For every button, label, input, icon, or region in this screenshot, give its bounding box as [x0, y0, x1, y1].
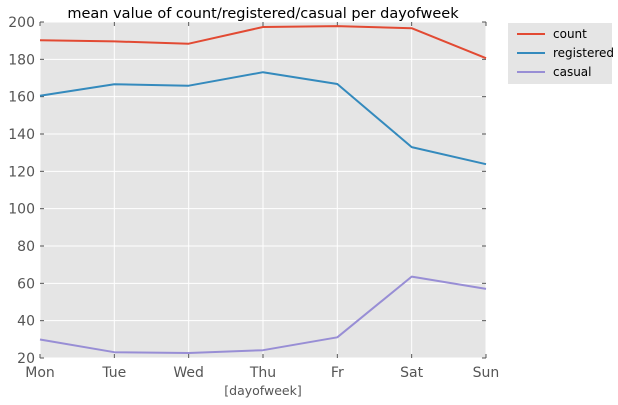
legend-label: casual: [553, 65, 592, 79]
y-tick-label: 200: [8, 15, 35, 31]
y-tick-label: 120: [8, 164, 35, 180]
y-tick-label: 160: [8, 90, 35, 106]
x-tick-label: Sat: [400, 365, 423, 381]
axis-ticks: [39, 21, 487, 359]
legend-label: registered: [553, 46, 614, 60]
series-line-count: [39, 25, 487, 60]
series-lines: [39, 25, 487, 354]
y-axis-tick-labels: 20 40 60 80 100 120 140 160 180 200: [8, 15, 35, 367]
y-tick-label: 100: [8, 202, 35, 218]
x-axis-tick-labels: Mon Tue Wed Thu Fr Sat Sun: [25, 365, 499, 381]
y-tick-label: 40: [17, 314, 35, 330]
x-tick-label: Wed: [173, 365, 204, 381]
chart-title: mean value of count/registered/casual pe…: [67, 6, 459, 22]
legend: count registered casual: [508, 23, 614, 84]
y-tick-label: 80: [17, 239, 35, 255]
y-tick-label: 60: [17, 276, 35, 292]
y-tick-label: 180: [8, 52, 35, 68]
x-tick-label: Fr: [331, 365, 344, 381]
x-tick-label: Sun: [473, 365, 500, 381]
x-axis-label: [dayofweek]: [224, 383, 301, 398]
y-tick-label: 20: [17, 351, 35, 367]
series-line-casual: [39, 275, 487, 354]
y-tick-label: 140: [8, 127, 35, 143]
x-tick-label: Mon: [25, 365, 55, 381]
legend-label: count: [553, 27, 587, 41]
x-tick-label: Tue: [101, 365, 126, 381]
x-tick-label: Thu: [249, 365, 276, 381]
series-line-registered: [39, 71, 487, 166]
